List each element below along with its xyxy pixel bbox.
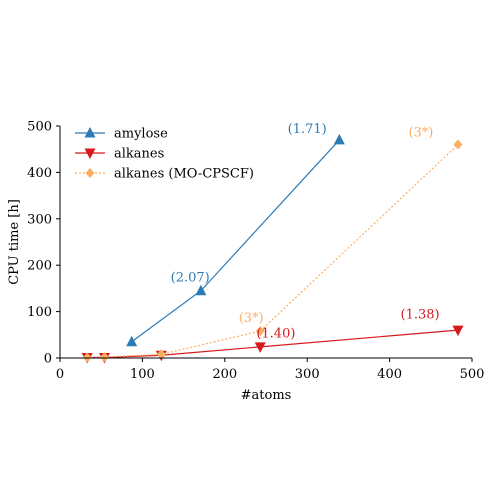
x-tick-label: 400 [377, 367, 402, 382]
data-point [333, 133, 345, 145]
legend-marker [85, 168, 95, 178]
data-point [126, 335, 138, 347]
data-point [254, 342, 266, 353]
y-axis-title: CPU time [h] [7, 199, 22, 285]
legend-label: alkanes [114, 147, 164, 162]
data-label: (2.07) [171, 270, 210, 285]
legend-label: alkanes (MO-CPSCF) [114, 167, 254, 182]
legend: amylose alkanes alkanes (MO-CPSCF) [75, 127, 254, 182]
x-tick-label: 300 [295, 367, 320, 382]
data-point [453, 139, 463, 150]
y-tick-label: 500 [27, 120, 52, 135]
x-axis-title: #atoms [241, 388, 292, 403]
y-tick-label: 200 [27, 259, 52, 274]
legend-marker [84, 148, 96, 159]
legend-marker [84, 127, 96, 138]
x-tick-label: 200 [212, 367, 237, 382]
x-tick-label: 0 [56, 367, 64, 382]
data-point [452, 325, 464, 337]
data-point [255, 326, 265, 337]
data-point [99, 352, 109, 363]
y-tick-label: 0 [44, 352, 52, 367]
data-label: (1.71) [288, 122, 327, 137]
axes: 0 100 200 300 400 500 0 100 200 300 400 500 [27, 120, 484, 383]
data-point [156, 349, 166, 360]
legend-label: amylose [114, 127, 168, 142]
x-tick-label: 500 [460, 367, 485, 382]
data-point [195, 284, 207, 296]
x-tick-label: 100 [130, 367, 155, 382]
series-0 [126, 133, 345, 347]
y-tick-label: 100 [27, 305, 52, 320]
data-label: (1.38) [401, 308, 440, 323]
y-tick-label: 400 [27, 166, 52, 181]
y-tick-label: 300 [27, 212, 52, 227]
data-label: (3*) [408, 126, 433, 141]
data-label: (3*) [239, 311, 264, 326]
data-label: (1.40) [256, 327, 295, 342]
